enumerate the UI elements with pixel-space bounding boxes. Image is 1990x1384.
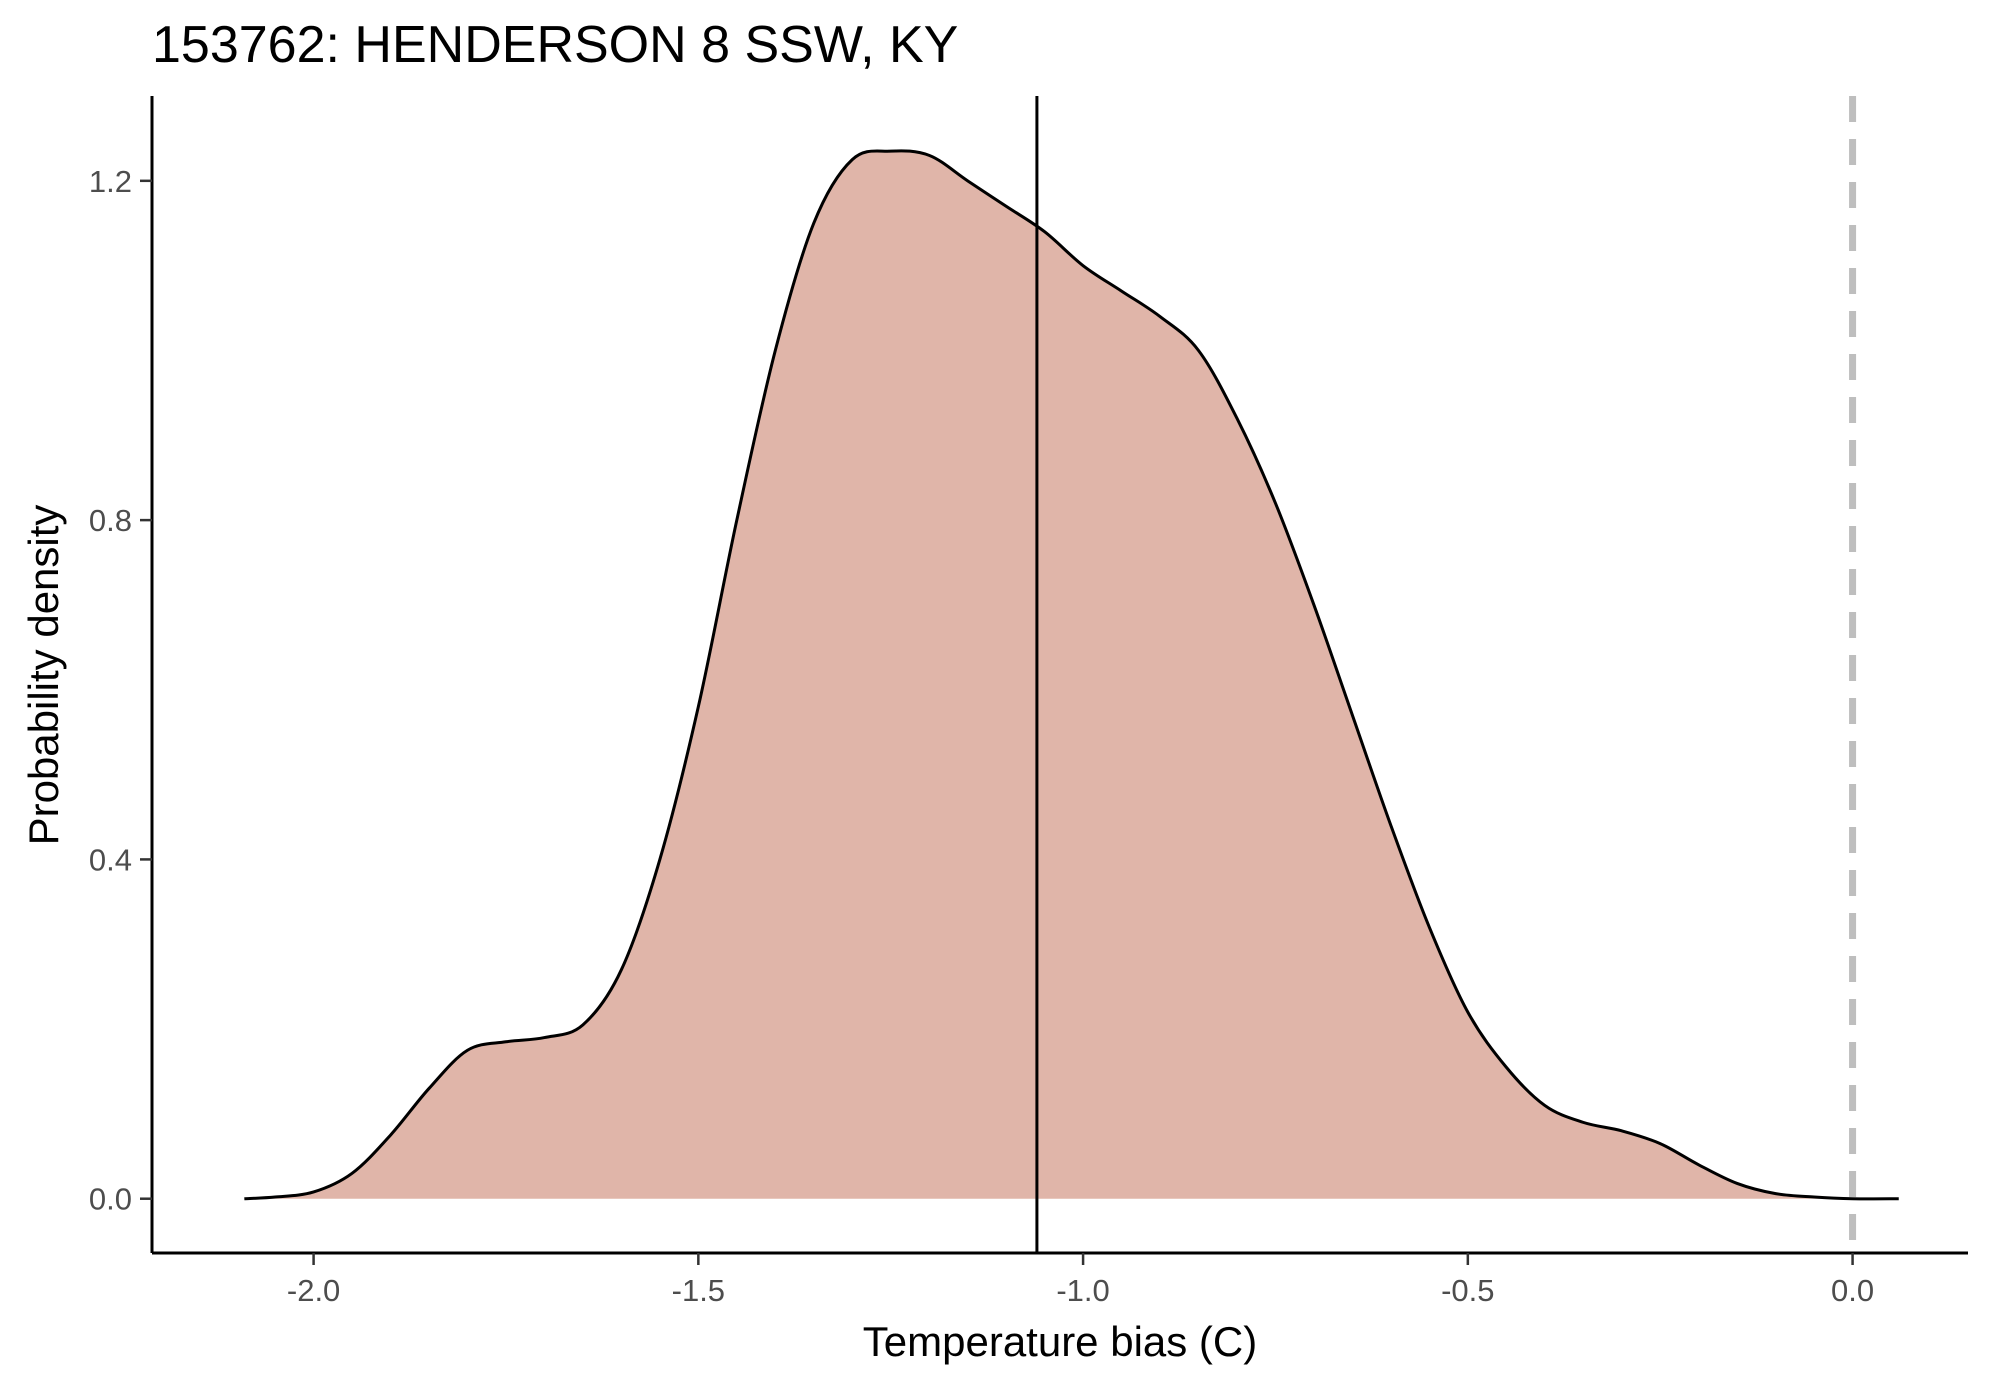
plot-area bbox=[244, 96, 1899, 1253]
x-axis-title: Temperature bias (C) bbox=[863, 1318, 1257, 1365]
x-tick-label: 0.0 bbox=[1831, 1273, 1874, 1308]
density-curve bbox=[244, 149, 1899, 1201]
y-axis-title: Probability density bbox=[20, 505, 67, 846]
y-axis-ticks: 0.0 0.4 0.8 1.2 bbox=[89, 164, 152, 1217]
chart-title: 153762: HENDERSON 8 SSW, KY bbox=[152, 16, 958, 74]
x-tick-label: -2.0 bbox=[287, 1273, 340, 1308]
x-tick-label: -1.5 bbox=[672, 1273, 725, 1308]
y-tick-label: 0.8 bbox=[89, 503, 132, 538]
y-tick-label: 1.2 bbox=[89, 164, 132, 199]
x-tick-label: -1.0 bbox=[1056, 1273, 1109, 1308]
x-tick-label: -0.5 bbox=[1441, 1273, 1494, 1308]
y-tick-label: 0.4 bbox=[89, 842, 132, 877]
x-axis-ticks: -2.0 -1.5 -1.0 -0.5 0.0 bbox=[287, 1253, 1874, 1308]
y-tick-label: 0.0 bbox=[89, 1182, 132, 1217]
density-area bbox=[244, 150, 1899, 1199]
